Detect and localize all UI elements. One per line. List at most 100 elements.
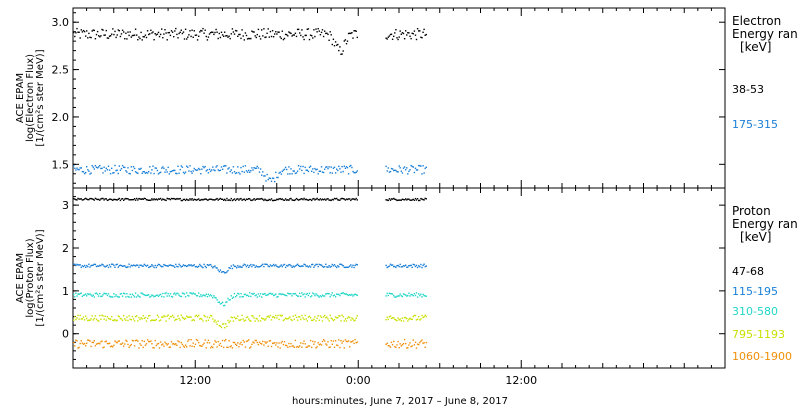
data-point <box>102 347 104 349</box>
data-point <box>74 315 76 318</box>
data-point <box>234 296 237 298</box>
data-point <box>276 265 278 267</box>
data-point <box>281 314 283 317</box>
data-point <box>211 265 213 268</box>
data-point <box>276 33 278 35</box>
data-point <box>398 165 400 167</box>
data-point <box>128 296 130 298</box>
data-point <box>198 292 200 294</box>
data-point <box>410 164 412 167</box>
data-point <box>164 29 166 31</box>
data-point <box>315 320 317 322</box>
data-point <box>388 265 391 267</box>
data-point <box>239 319 241 322</box>
data-point <box>214 265 216 267</box>
data-point <box>423 342 425 344</box>
data-point <box>346 167 349 169</box>
data-point <box>257 198 260 200</box>
data-point <box>397 317 399 319</box>
data-point <box>95 343 98 345</box>
y-tick-label: 2 <box>62 242 69 255</box>
data-point <box>281 340 283 343</box>
data-point <box>356 199 358 201</box>
data-point <box>407 294 409 297</box>
data-point <box>145 199 148 201</box>
data-point <box>193 293 195 295</box>
data-point <box>244 165 247 167</box>
data-point <box>121 198 124 200</box>
data-point <box>297 346 300 348</box>
data-point <box>234 317 237 320</box>
data-point <box>199 295 201 298</box>
data-point <box>152 31 154 33</box>
data-point <box>169 293 172 295</box>
data-point <box>113 344 115 346</box>
data-point <box>194 293 197 295</box>
data-point <box>94 315 97 317</box>
data-point <box>139 264 141 266</box>
data-point <box>86 198 88 200</box>
data-point <box>400 33 402 35</box>
data-point <box>421 37 423 39</box>
data-point <box>264 319 266 321</box>
data-point <box>328 166 330 168</box>
data-point <box>406 295 408 297</box>
data-point <box>309 339 312 342</box>
data-point <box>219 325 222 327</box>
data-point <box>163 167 165 170</box>
data-point <box>229 299 231 301</box>
data-point <box>301 292 303 294</box>
data-point <box>82 199 85 201</box>
data-point <box>88 263 90 265</box>
data-point <box>129 318 131 320</box>
data-point <box>164 171 166 173</box>
data-point <box>128 315 130 317</box>
data-point <box>242 198 244 201</box>
data-point <box>282 169 285 171</box>
data-point <box>125 296 127 298</box>
series-310-580 <box>73 292 427 307</box>
data-point <box>232 199 235 201</box>
data-point <box>211 315 213 317</box>
data-point <box>326 32 328 34</box>
data-point <box>407 266 409 268</box>
data-point <box>78 346 80 349</box>
data-point <box>248 37 250 40</box>
data-point <box>196 295 199 297</box>
data-point <box>95 198 98 200</box>
data-point <box>352 37 354 39</box>
data-point <box>212 297 214 299</box>
data-point <box>219 342 222 345</box>
data-point <box>397 38 399 41</box>
data-point <box>317 198 319 201</box>
data-point <box>279 36 281 38</box>
data-point <box>305 265 307 267</box>
data-point <box>406 266 408 268</box>
data-point <box>264 292 266 295</box>
data-point <box>389 346 392 348</box>
data-point <box>141 198 143 200</box>
data-point <box>194 315 197 317</box>
data-point <box>238 293 240 295</box>
data-point <box>139 318 141 321</box>
data-point <box>99 314 101 317</box>
data-point <box>225 199 227 202</box>
data-point <box>177 340 179 342</box>
data-point <box>311 295 313 297</box>
data-point <box>272 199 275 202</box>
data-point <box>82 29 85 32</box>
data-point <box>416 198 419 200</box>
data-point <box>424 265 426 268</box>
data-point <box>408 292 410 294</box>
data-point <box>395 266 397 269</box>
data-point <box>330 34 332 36</box>
data-point <box>385 319 387 321</box>
data-point <box>132 166 135 168</box>
data-point <box>238 33 240 36</box>
data-point <box>352 295 354 297</box>
data-point <box>262 318 264 320</box>
data-point <box>85 315 87 317</box>
data-point <box>407 347 409 349</box>
legend-entry-47-68: 47-68 <box>732 265 764 278</box>
data-point <box>78 318 80 320</box>
